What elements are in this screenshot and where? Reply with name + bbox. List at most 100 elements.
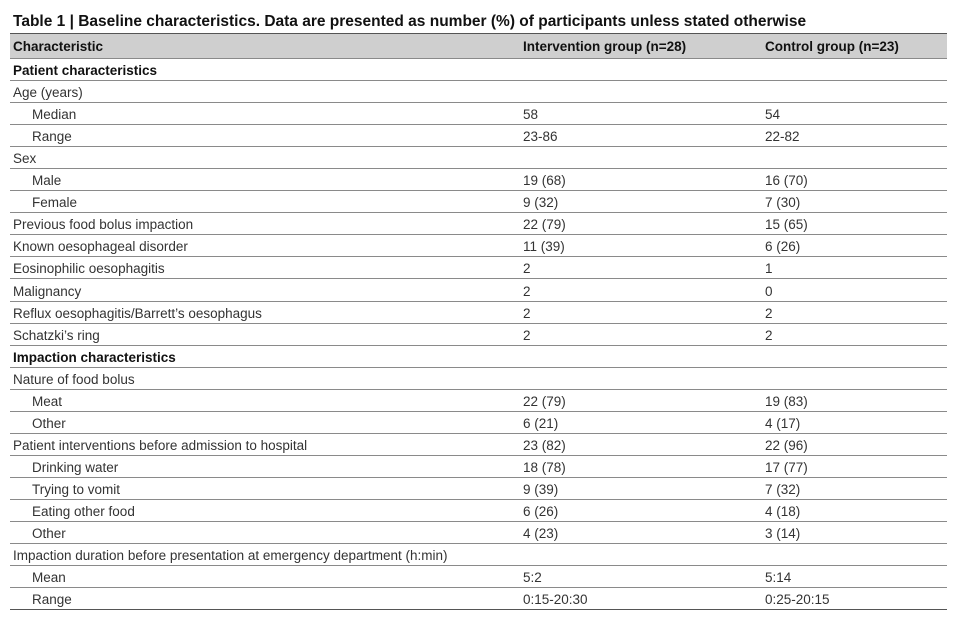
header-characteristic: Characteristic xyxy=(13,38,104,54)
row-intervention-cell xyxy=(520,546,762,567)
table-row: Eating other food 6 (26) 4 (18) xyxy=(10,500,947,522)
table-row: Schatzki’s ring 2 2 xyxy=(10,324,947,346)
header-intervention-group: Intervention group (n=28) xyxy=(523,38,687,54)
row-control-cell xyxy=(762,83,947,104)
row-intervention-cell: 2 xyxy=(520,259,762,280)
row-intervention-cell: 22 (79) xyxy=(520,215,762,236)
row-characteristic-cell: Eating other food xyxy=(10,502,520,522)
row-control-cell: 6 (26) xyxy=(762,237,947,258)
row-intervention-cell: 19 (68) xyxy=(520,171,762,192)
table-row: Range 0:15-20:30 0:25-20:15 xyxy=(10,588,947,611)
row-intervention-cell: 23 (82) xyxy=(520,436,762,456)
row-intervention-cell: 18 (78) xyxy=(520,458,762,478)
table-row: Other 4 (23) 3 (14) xyxy=(10,522,947,545)
table-row: Previous food bolus impaction 22 (79) 15 (… xyxy=(10,213,947,236)
table-row: Meat 22 (79) 19 (83) xyxy=(10,390,947,412)
row-intervention-cell xyxy=(520,370,762,390)
row-characteristic-cell: Eosinophilic oesophagitis xyxy=(10,259,520,280)
row-control-cell: 3 (14) xyxy=(762,524,947,545)
row-characteristic-cell: Sex xyxy=(10,149,520,170)
row-characteristic-cell: Meat xyxy=(10,392,520,412)
row-characteristic-cell: Schatzki’s ring xyxy=(10,326,520,346)
row-intervention-cell: 6 (26) xyxy=(520,502,762,522)
row-control-cell xyxy=(762,348,947,368)
table-row: Reflux oesophagitis/Barrett’s oesophagus… xyxy=(10,302,947,324)
row-control-cell: 16 (70) xyxy=(762,171,947,192)
row-control-cell: 2 xyxy=(762,304,947,324)
row-control-cell: 7 (32) xyxy=(762,480,947,500)
table-row: Mean 5:2 5:14 xyxy=(10,566,947,589)
row-control-cell xyxy=(762,370,947,390)
header-control-group: Control group (n=23) xyxy=(765,38,899,54)
section-heading-row: Patient characteristics xyxy=(10,59,947,82)
row-intervention-cell xyxy=(520,83,762,104)
row-control-cell: 0:25-20:15 xyxy=(762,590,947,611)
row-intervention-cell: 2 xyxy=(520,304,762,324)
row-intervention-cell: 2 xyxy=(520,282,762,302)
row-characteristic-cell: Other xyxy=(10,414,520,434)
row-characteristic-cell: Known oesophageal disorder xyxy=(10,237,520,258)
row-intervention-cell: 6 (21) xyxy=(520,414,762,434)
row-characteristic-cell: Range xyxy=(10,590,520,611)
table-row: Male 19 (68) 16 (70) xyxy=(10,169,947,192)
row-characteristic-cell: Drinking water xyxy=(10,458,520,478)
table-title: Table 1 | Baseline characteristics. Data… xyxy=(10,12,947,34)
row-characteristic-cell: Age (years) xyxy=(10,83,520,104)
table-row: Other 6 (21) 4 (17) xyxy=(10,412,947,434)
table-row: Sex xyxy=(10,147,947,170)
row-intervention-cell xyxy=(520,149,762,170)
table-row: Age (years) xyxy=(10,81,947,104)
row-intervention-cell: 4 (23) xyxy=(520,524,762,545)
row-control-cell: 2 xyxy=(762,326,947,346)
table-row: Female 9 (32) 7 (30) xyxy=(10,191,947,214)
row-characteristic-cell: Female xyxy=(10,193,520,214)
row-intervention-cell: 5:2 xyxy=(520,568,762,589)
row-intervention-cell: 58 xyxy=(520,105,762,126)
row-characteristic-cell: Previous food bolus impaction xyxy=(10,215,520,236)
row-intervention-cell: 9 (32) xyxy=(520,193,762,214)
table-row: Median 58 54 xyxy=(10,103,947,126)
row-characteristic-cell: Reflux oesophagitis/Barrett’s oesophagus xyxy=(10,304,520,324)
row-intervention-cell: 9 (39) xyxy=(520,480,762,500)
row-characteristic-cell: Patient characteristics xyxy=(10,61,520,82)
row-control-cell: 22 (96) xyxy=(762,436,947,456)
row-control-cell: 4 (17) xyxy=(762,414,947,434)
row-intervention-cell xyxy=(520,348,762,368)
row-characteristic-cell: Range xyxy=(10,127,520,148)
row-characteristic-cell: Other xyxy=(10,524,520,545)
row-characteristic-cell: Male xyxy=(10,171,520,192)
row-characteristic-cell: Nature of food bolus xyxy=(10,370,520,390)
row-characteristic-cell: Malignancy xyxy=(10,282,520,302)
row-intervention-cell xyxy=(520,61,762,82)
row-control-cell xyxy=(762,61,947,82)
row-control-cell: 5:14 xyxy=(762,568,947,589)
table-row: Drinking water 18 (78) 17 (77) xyxy=(10,456,947,478)
row-control-cell: 1 xyxy=(762,259,947,280)
row-control-cell xyxy=(762,546,947,567)
table-row: Malignancy 2 0 xyxy=(10,279,947,302)
row-intervention-cell: 22 (79) xyxy=(520,392,762,412)
row-intervention-cell: 0:15-20:30 xyxy=(520,590,762,611)
table-row: Trying to vomit 9 (39) 7 (32) xyxy=(10,478,947,500)
row-control-cell: 19 (83) xyxy=(762,392,947,412)
table-row: Nature of food bolus xyxy=(10,368,947,390)
row-characteristic-cell: Trying to vomit xyxy=(10,480,520,500)
row-control-cell: 0 xyxy=(762,282,947,302)
row-characteristic-cell: Impaction duration before presentation a… xyxy=(10,546,520,567)
baseline-characteristics-table: Table 1 | Baseline characteristics. Data… xyxy=(10,12,947,611)
row-characteristic-cell: Impaction characteristics xyxy=(10,348,520,368)
table-body: Patient characteristics Age (years) Median… xyxy=(10,59,947,611)
table-row: Known oesophageal disorder 11 (39) 6 (26) xyxy=(10,235,947,258)
row-control-cell xyxy=(762,149,947,170)
table-header-row: Characteristic Intervention group (n=28)… xyxy=(10,34,947,59)
row-characteristic-cell: Median xyxy=(10,105,520,126)
row-intervention-cell: 11 (39) xyxy=(520,237,762,258)
row-control-cell: 54 xyxy=(762,105,947,126)
table-row: Patient interventions before admission t… xyxy=(10,434,947,456)
row-intervention-cell: 23-86 xyxy=(520,127,762,148)
row-control-cell: 4 (18) xyxy=(762,502,947,522)
row-characteristic-cell: Patient interventions before admission t… xyxy=(10,436,520,456)
row-intervention-cell: 2 xyxy=(520,326,762,346)
row-control-cell: 15 (65) xyxy=(762,215,947,236)
table-row: Range 23-86 22-82 xyxy=(10,125,947,148)
